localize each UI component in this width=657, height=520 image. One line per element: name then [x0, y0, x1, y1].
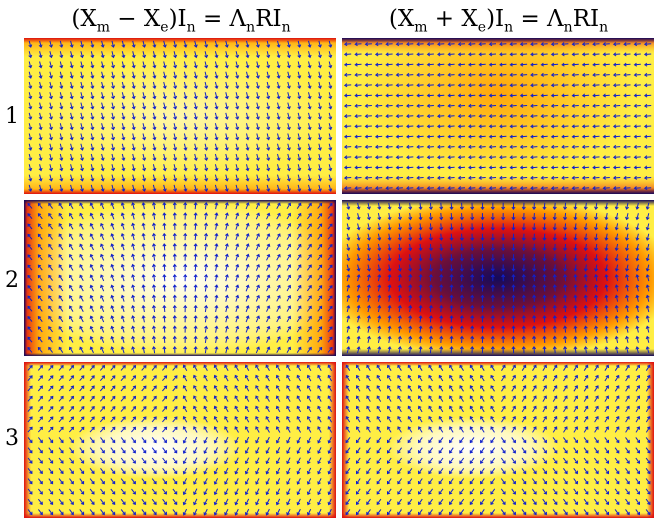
panel-2-1-arrows — [27, 201, 333, 354]
current-density-plot-1-minus — [24, 38, 336, 194]
column-title-right: (Xm + Xe)In = ΛnRIn — [388, 6, 609, 36]
row-label-1: 1 — [5, 104, 19, 129]
current-density-plot-3-minus — [24, 362, 336, 518]
row-label-2: 2 — [5, 268, 19, 293]
panel-mode2-plus — [342, 200, 654, 356]
panel-1-1-arrows — [28, 40, 333, 192]
panel-mode1-minus — [24, 38, 336, 194]
panel-mode1-plus — [342, 38, 654, 194]
current-density-plot-2-minus — [24, 200, 336, 356]
row-label-3: 3 — [5, 426, 19, 451]
panel-mode2-minus — [24, 200, 336, 356]
current-density-plot-3-plus — [342, 362, 654, 518]
panel-mode3-minus — [24, 362, 336, 518]
panel-mode3-plus — [342, 362, 654, 518]
panel-3-1-arrows — [27, 364, 333, 516]
current-density-plot-2-plus — [342, 200, 654, 356]
current-density-plot-1-plus — [342, 38, 654, 194]
panel-1-2-arrows — [343, 42, 652, 191]
panel-3-2-arrows — [345, 364, 651, 516]
column-title-left: (Xm − Xe)In = ΛnRIn — [71, 6, 291, 36]
panel-2-2-arrows — [346, 202, 650, 354]
